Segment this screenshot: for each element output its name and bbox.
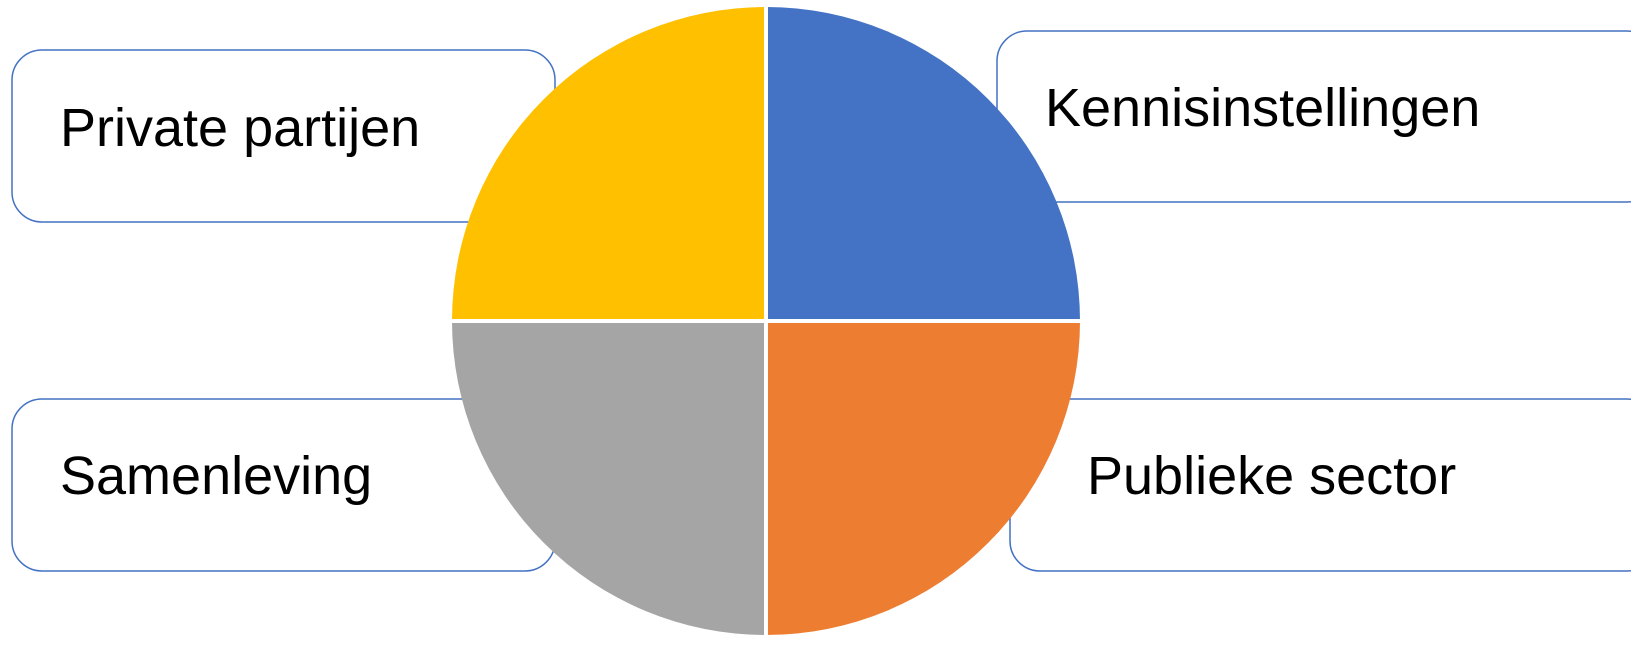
box-publieke-sector: Publieke sector [1009, 398, 1631, 572]
box-private-partijen: Private partijen [11, 49, 556, 223]
box-kennisinstellingen: Kennisinstellingen [996, 30, 1631, 203]
box-private-partijen-label: Private partijen [60, 98, 420, 158]
quadrant-circle [445, 0, 1087, 657]
box-samenleving: Samenleving [11, 398, 556, 572]
quadrant-top-left [452, 7, 766, 321]
quadrant-bottom-left [452, 321, 766, 635]
quadrant-bottom-right [766, 321, 1080, 635]
box-publieke-sector-label: Publieke sector [1087, 446, 1456, 506]
box-kennisinstellingen-label: Kennisinstellingen [1045, 78, 1480, 138]
quadrant-top-right [766, 7, 1080, 321]
box-samenleving-label: Samenleving [60, 446, 372, 506]
